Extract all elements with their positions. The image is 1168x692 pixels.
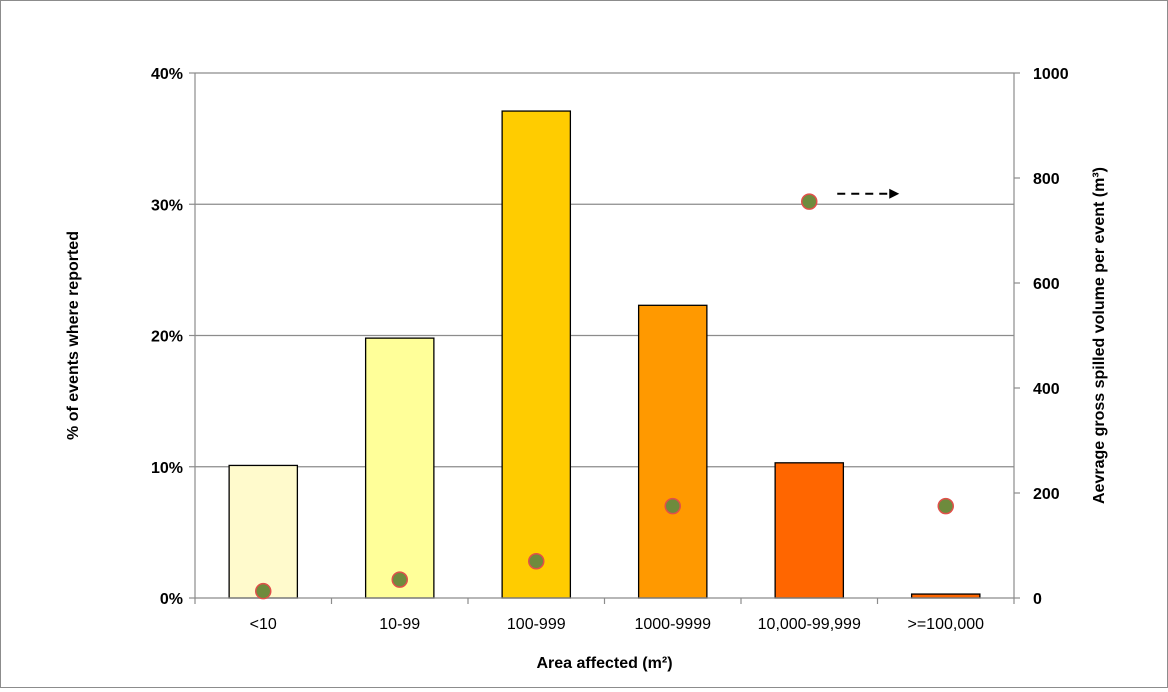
bar bbox=[774, 462, 845, 599]
y2-tick-label: 200 bbox=[1033, 486, 1060, 503]
x-tick-label: <10 bbox=[250, 616, 277, 633]
y-tick-label: 20% bbox=[151, 329, 183, 346]
y2-tick-label: 1000 bbox=[1033, 66, 1069, 83]
bar bbox=[364, 337, 435, 599]
y2-tick-label: 0 bbox=[1033, 591, 1042, 608]
y-tick-label: 40% bbox=[151, 66, 183, 83]
bar bbox=[637, 304, 708, 599]
data-point bbox=[801, 193, 818, 210]
y-axis-title: % of events where reported bbox=[65, 231, 82, 440]
data-point bbox=[528, 553, 545, 570]
bars bbox=[228, 110, 981, 599]
data-point bbox=[664, 497, 681, 515]
x-tick-label: >=100,000 bbox=[907, 616, 984, 633]
axes bbox=[189, 72, 1020, 604]
y-tick-label: 0% bbox=[160, 591, 183, 608]
x-axis-title: Area affected (m²) bbox=[536, 655, 672, 672]
data-point bbox=[255, 582, 272, 600]
x-tick-label: 1000-9999 bbox=[634, 616, 711, 633]
x-tick-label: 100-999 bbox=[507, 616, 566, 633]
gridlines bbox=[195, 72, 1014, 468]
x-tick-label: 10-99 bbox=[379, 616, 420, 633]
y2-tick-label: 600 bbox=[1033, 276, 1060, 293]
bar bbox=[501, 110, 572, 599]
data-point bbox=[391, 571, 408, 588]
y2-tick-label: 400 bbox=[1033, 381, 1060, 398]
y2-tick-label: 800 bbox=[1033, 171, 1060, 188]
y2-axis-title: Aevrage gross spilled volume per event (… bbox=[1091, 167, 1108, 504]
annotations bbox=[837, 188, 900, 199]
tick-labels: 0% 10% 20% 30% 40% 0 200 400 600 800 1000 <10 10-99 1… bbox=[151, 66, 1069, 633]
bar bbox=[228, 464, 299, 599]
data-point bbox=[937, 497, 954, 515]
y-tick-label: 30% bbox=[151, 197, 183, 214]
scatter-points bbox=[255, 193, 954, 600]
y-tick-label: 10% bbox=[151, 460, 183, 477]
arrow-head bbox=[889, 188, 900, 199]
x-tick-label: 10,000-99,999 bbox=[758, 616, 861, 633]
